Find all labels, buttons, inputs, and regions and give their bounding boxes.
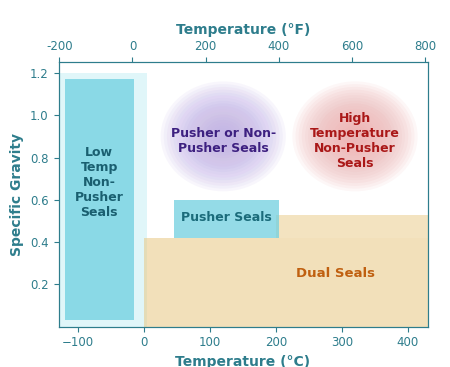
Bar	[65, 79, 134, 320]
Bar	[144, 238, 427, 327]
Ellipse shape	[173, 92, 273, 180]
Bar	[58, 73, 148, 327]
Ellipse shape	[302, 90, 408, 183]
Y-axis label: Specific Gravity: Specific Gravity	[10, 133, 24, 256]
Text: Dual Seals: Dual Seals	[296, 267, 375, 280]
Ellipse shape	[296, 84, 414, 189]
X-axis label: Temperature (°F): Temperature (°F)	[176, 23, 310, 37]
X-axis label: Temperature (°C): Temperature (°C)	[176, 355, 310, 367]
Ellipse shape	[164, 84, 283, 189]
Ellipse shape	[161, 81, 286, 191]
Text: Pusher or Non-
Pusher Seals: Pusher or Non- Pusher Seals	[171, 127, 276, 155]
Ellipse shape	[292, 81, 418, 191]
Text: Pusher Seals: Pusher Seals	[181, 211, 272, 224]
Text: High
Temperature
Non-Pusher
Seals: High Temperature Non-Pusher Seals	[310, 112, 400, 170]
Bar	[174, 200, 279, 238]
Ellipse shape	[167, 87, 279, 186]
Ellipse shape	[170, 90, 276, 183]
Text: Low
Temp
Non-
Pusher
Seals: Low Temp Non- Pusher Seals	[75, 146, 124, 219]
Bar	[276, 215, 428, 238]
Ellipse shape	[299, 87, 411, 186]
